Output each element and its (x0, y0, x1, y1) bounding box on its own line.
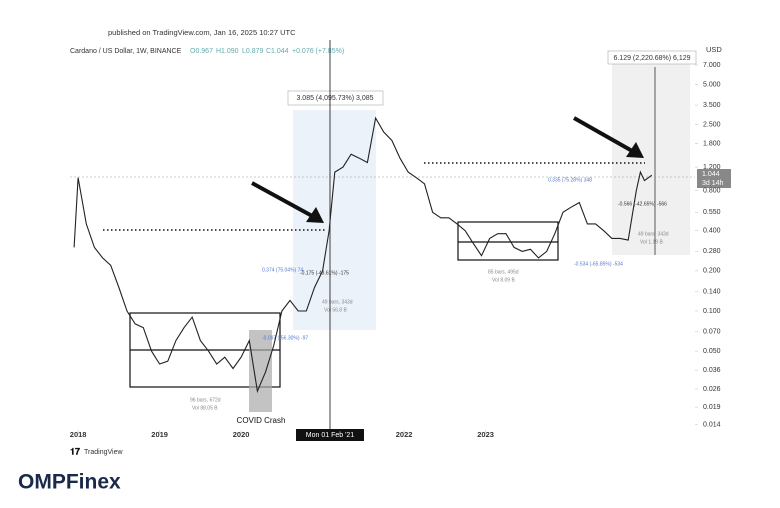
time-label-box (296, 429, 364, 441)
y-tick-label: 7.000 (703, 62, 721, 69)
y-tick-label: 0.026 (703, 386, 721, 393)
y-tick-label: 0.280 (703, 248, 721, 255)
annotation: -0.566 (-42.65%) -566 (618, 201, 667, 207)
covid-label: COVID Crash (237, 416, 286, 425)
brand: OMPFinex (18, 471, 121, 494)
annotation: -0.097 (-56.30%) -97 (262, 335, 308, 341)
y-tick-label: 0.070 (703, 328, 721, 335)
time-label: Mon 01 Feb '21 (306, 432, 355, 439)
annotation: 85 bars, 495d (488, 269, 519, 275)
annotation: Vol 88.05 B (192, 405, 218, 411)
annotation: 49 bars, 343d (322, 299, 353, 305)
measure-label: 6.129 (2,220.68%) 6,129 (613, 55, 690, 62)
footer: TradingView (84, 449, 123, 456)
annotation: Vol 56.8 B (324, 307, 347, 313)
x-tick-label: 2022 (396, 430, 413, 439)
annotation: -0.175 (-43.61%) -175 (300, 270, 349, 276)
annotation: Vol 1.19 B (640, 239, 663, 245)
arrow-head (306, 207, 324, 223)
y-tick-label: 0.100 (703, 308, 721, 315)
y-tick-label: 1.800 (703, 140, 721, 147)
annotation: 0.374 (75.04%) 74 (262, 267, 303, 273)
x-tick-label: 2018 (70, 430, 87, 439)
annotation: 96 bars, 672d (190, 397, 221, 403)
y-tick-label: 0.400 (703, 228, 721, 235)
measure-box (293, 110, 376, 330)
y-tick-label: 5.000 (703, 81, 721, 88)
y-tick-label: 0.140 (703, 288, 721, 295)
annotation: 0.335 (75.28%) 348 (548, 177, 592, 183)
x-tick-label: 2019 (151, 430, 168, 439)
y-tick-label: 0.036 (703, 367, 721, 374)
annotation: 49 bars, 343d (638, 231, 669, 237)
ohlc-close: C1.044 (266, 48, 289, 55)
arrow (251, 181, 315, 219)
plot: 7.000 5.000 3.500 2.500 1.800 1.200 0.800 0.550… (70, 62, 721, 439)
annotation: Vol 8.09 B (492, 277, 515, 283)
label-box (607, 50, 697, 65)
arrow-head (626, 142, 644, 158)
price-line (73, 116, 653, 394)
last-price: 1.044 (702, 171, 720, 178)
ohlc-open: O0.967 (190, 48, 213, 55)
y-tick-label: 1.200 (703, 164, 721, 171)
price-label-box (697, 169, 731, 188)
y-tick-label: 2.500 (703, 121, 721, 128)
y-tick-label: 0.800 (703, 187, 721, 194)
ohlc-high: H1.090 (216, 48, 239, 55)
x-tick-label: 2020 (233, 430, 250, 439)
annotation: -0.534 (-65.85%) -534 (574, 261, 623, 267)
y-tick-label: 0.014 (703, 422, 721, 429)
y-tick-label: 0.550 (703, 209, 721, 216)
tv-icon: 𝟏𝟕 (70, 446, 80, 456)
ohlc-change: +0.076 (+7.85%) (292, 48, 344, 55)
label-box (287, 90, 384, 106)
covid-box (249, 330, 272, 412)
countdown: 3d 14h (702, 180, 724, 187)
measure-box (612, 63, 690, 255)
range-box (457, 221, 559, 261)
y-tick-label: 0.019 (703, 404, 721, 411)
x-tick-label: 2023 (477, 430, 494, 439)
arrow (573, 116, 635, 154)
published-note: published on TradingView.com, Jan 16, 20… (108, 28, 296, 37)
y-tick-label: 0.050 (703, 348, 721, 355)
measure-label: 3.085 (4,095.73%) 3,085 (296, 95, 373, 102)
y-tick-label: 0.200 (703, 268, 721, 275)
ohlc-low: L0.879 (242, 48, 264, 55)
symbol-title: Cardano / US Dollar, 1W, BINANCE (70, 48, 182, 55)
y-tick-label: 3.500 (703, 102, 721, 109)
currency: USD (706, 45, 722, 54)
